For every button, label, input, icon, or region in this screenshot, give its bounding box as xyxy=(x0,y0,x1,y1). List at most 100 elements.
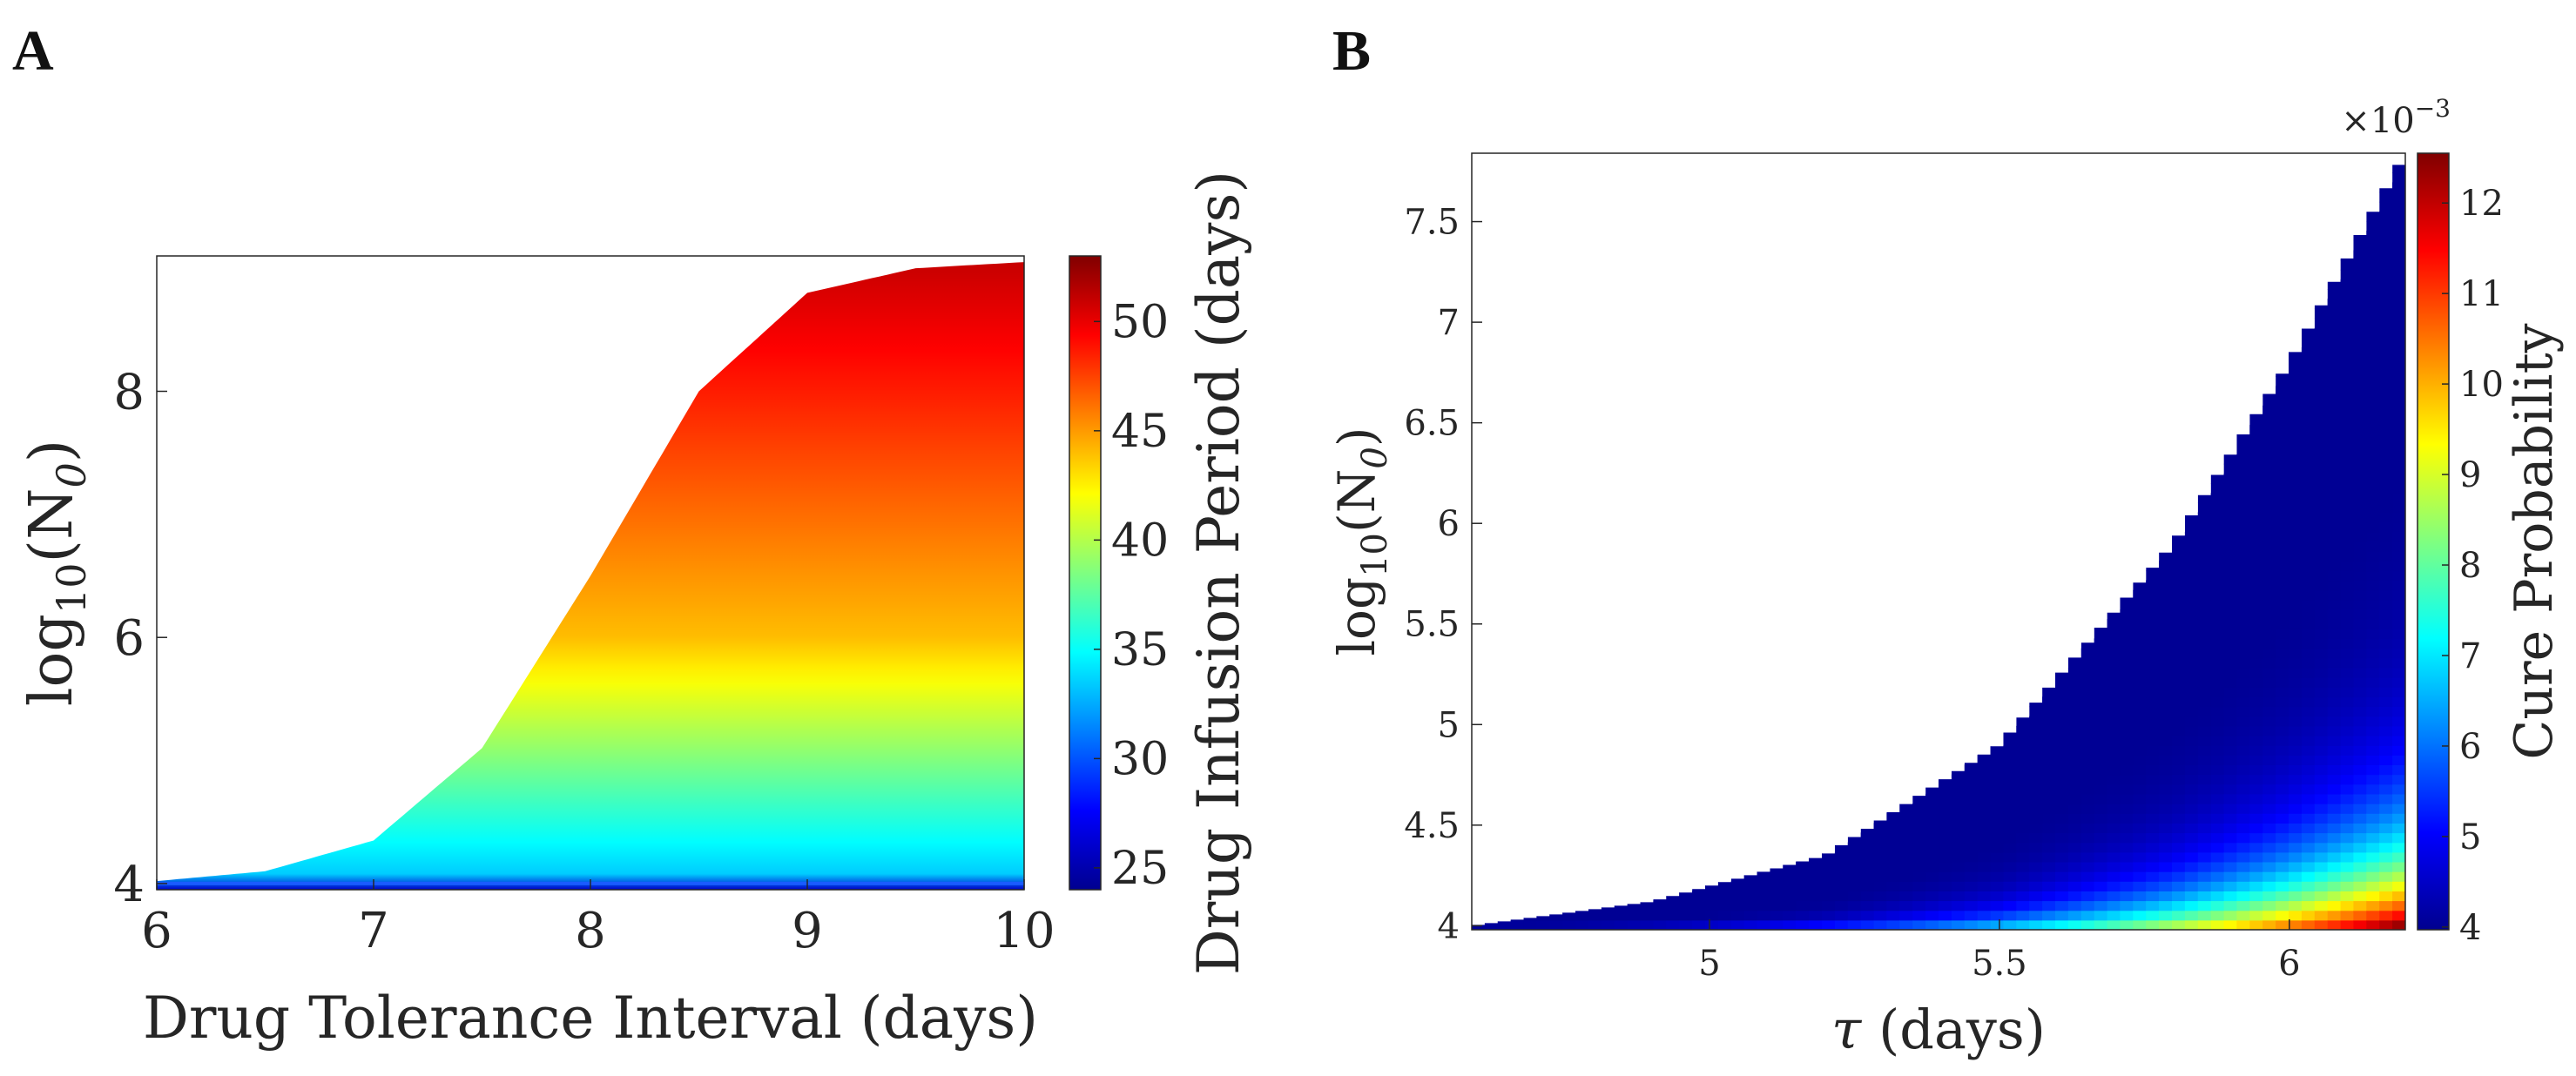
panel-b-heatmap-cell xyxy=(2249,599,2263,610)
panel-b-heatmap-cell xyxy=(2392,415,2405,426)
panel-b-heatmap-cell xyxy=(2236,493,2250,503)
panel-b-heatmap-cell xyxy=(2366,347,2380,358)
panel-b-heatmap-cell xyxy=(2314,900,2329,911)
panel-b-heatmap-cell xyxy=(2340,716,2355,727)
panel-b-heatmap-cell xyxy=(2366,745,2380,756)
panel-b-heatmap-cell xyxy=(2289,725,2303,736)
panel-b-heatmap-cell xyxy=(1834,891,1849,902)
panel-b-heatmap-cell xyxy=(2184,764,2199,776)
panel-b-heatmap-cell xyxy=(2184,774,2199,785)
panel-b-heatmap-cell xyxy=(2210,823,2225,834)
panel-b-heatmap-cell xyxy=(2301,657,2316,669)
panel-b-heatmap-cell xyxy=(2067,861,2082,872)
panel-b-heatmap-cell xyxy=(2392,367,2405,377)
panel-b-heatmap-cell xyxy=(2314,891,2329,902)
panel-b-heatmap-cell xyxy=(2120,599,2134,610)
panel-b-heatmap-cell xyxy=(2249,842,2263,853)
panel-b-heatmap-cell xyxy=(2327,337,2342,348)
panel-b-heatmap-cell xyxy=(2276,376,2289,387)
panel-b-heatmap-cell xyxy=(2197,648,2212,659)
panel-b-heatmap-cell xyxy=(2042,881,2056,891)
panel-b-heatmap-cell xyxy=(1990,881,2005,891)
panel-b-heatmap-cell xyxy=(2314,425,2329,435)
panel-b-heatmap-cell xyxy=(2276,774,2289,785)
panel-b-heatmap-cell xyxy=(2301,736,2316,746)
panel-b-heatmap-cell xyxy=(2107,813,2121,824)
panel-b-heatmap-cell xyxy=(1990,871,2005,882)
panel-b-heatmap-cell xyxy=(2366,521,2380,533)
panel-b-heatmap-cell xyxy=(2314,793,2329,804)
panel-b-heatmap-cell xyxy=(2340,609,2355,620)
panel-b-heatmap-cell xyxy=(1679,900,1693,911)
panel-b-heatmap-cell xyxy=(1757,910,1771,921)
panel-b-heatmap-cell xyxy=(2327,609,2342,620)
panel-b-heatmap-cell xyxy=(2094,706,2108,717)
panel-b-heatmap-cell xyxy=(2016,764,2030,776)
panel-b-colorbar-exponent: ×10−3 xyxy=(2341,94,2451,141)
panel-b-heatmap-cell xyxy=(2159,716,2173,727)
panel-b-heatmap-cell xyxy=(2249,687,2263,698)
panel-b-heatmap-cell xyxy=(2379,580,2393,591)
panel-b-heatmap-cell xyxy=(1692,919,1706,930)
panel-b-heatmap-cell xyxy=(2159,910,2173,921)
panel-b-heatmap-cell xyxy=(2314,861,2329,872)
panel-b-heatmap-cell xyxy=(2289,881,2303,891)
panel-b-heatmap-cell xyxy=(2080,638,2095,649)
panel-b-heatmap-cell xyxy=(2392,725,2405,736)
panel-b-heatmap-cell xyxy=(1770,900,1784,911)
panel-b-heatmap-cell xyxy=(2379,910,2393,921)
panel-b-heatmap-cell xyxy=(2067,832,2082,844)
panel-b-heatmap-cell xyxy=(2262,561,2276,572)
panel-b-heatmap-cell xyxy=(2353,580,2367,591)
panel-b-heatmap-cell xyxy=(2080,725,2095,736)
panel-b-heatmap-cell xyxy=(2392,201,2405,212)
panel-b-heatmap-cell xyxy=(2172,910,2186,921)
panel-b-heatmap-cell xyxy=(1692,900,1706,911)
panel-b-heatmap-cell xyxy=(1743,900,1758,911)
panel-b-heatmap-cell xyxy=(2353,881,2367,891)
panel-b-heatmap-cell xyxy=(1899,881,1913,891)
panel-b-heatmap-cell xyxy=(1834,851,1849,863)
panel-b-heatmap-cell xyxy=(2197,541,2212,552)
panel-b-heatmap-cell xyxy=(1925,871,1939,882)
panel-b-heatmap-cell xyxy=(2366,395,2380,407)
panel-b-heatmap-cell xyxy=(2289,483,2303,494)
panel-b-heatmap-cell xyxy=(2249,900,2263,911)
panel-a-ylabel-argsub: 0 xyxy=(48,462,95,488)
panel-b-heatmap-cell xyxy=(2146,871,2160,882)
panel-b-heatmap-cell xyxy=(2340,521,2355,533)
panel-b-heatmap-cell xyxy=(1977,919,1992,930)
panel-b-heatmap-cell xyxy=(2353,289,2367,299)
panel-b-heatmap-cell xyxy=(2314,696,2329,708)
panel-b-heatmap-cell xyxy=(2301,919,2316,930)
panel-b-heatmap-cell xyxy=(2392,687,2405,698)
panel-b-heatmap-cell xyxy=(2289,367,2303,377)
panel-b-heatmap-cell xyxy=(2301,483,2316,494)
panel-b-heatmap-cell xyxy=(2146,570,2160,582)
panel-b-heatmap-cell xyxy=(2327,804,2342,814)
panel-b-heatmap-cell xyxy=(2301,900,2316,911)
panel-b-heatmap-cell xyxy=(2210,551,2225,562)
panel-b-heatmap-cell xyxy=(2289,813,2303,824)
panel-a-ytick-label: 4 xyxy=(113,857,145,913)
panel-b-heatmap-cell xyxy=(2262,541,2276,552)
panel-b-heatmap-cell xyxy=(2249,483,2263,494)
panel-b-heatmap-cell xyxy=(2340,367,2355,377)
panel-b-heatmap-cell xyxy=(2262,609,2276,620)
panel-b-heatmap-cell xyxy=(2340,900,2355,911)
panel-b-heatmap-cell xyxy=(2392,755,2405,765)
panel-b-heatmap-cell xyxy=(2107,687,2121,698)
panel-b-heatmap-cell xyxy=(2055,774,2069,785)
panel-b-heatmap-cell xyxy=(1757,891,1771,902)
panel-b-heatmap-cell xyxy=(2314,347,2329,358)
panel-b-heatmap-cell xyxy=(2172,696,2186,708)
panel-b-heatmap-cell xyxy=(1536,919,1550,930)
panel-b-heatmap-cell xyxy=(2172,648,2186,659)
panel-b-heatmap-cell xyxy=(2080,871,2095,882)
panel-b-heatmap-cell xyxy=(1860,919,1875,930)
panel-b-heatmap-cell xyxy=(2379,367,2393,377)
panel-b-heatmap-cell xyxy=(2080,823,2095,834)
panel-b-heatmap-cell xyxy=(1912,832,1926,844)
panel-b-heatmap-cell xyxy=(2366,541,2380,552)
